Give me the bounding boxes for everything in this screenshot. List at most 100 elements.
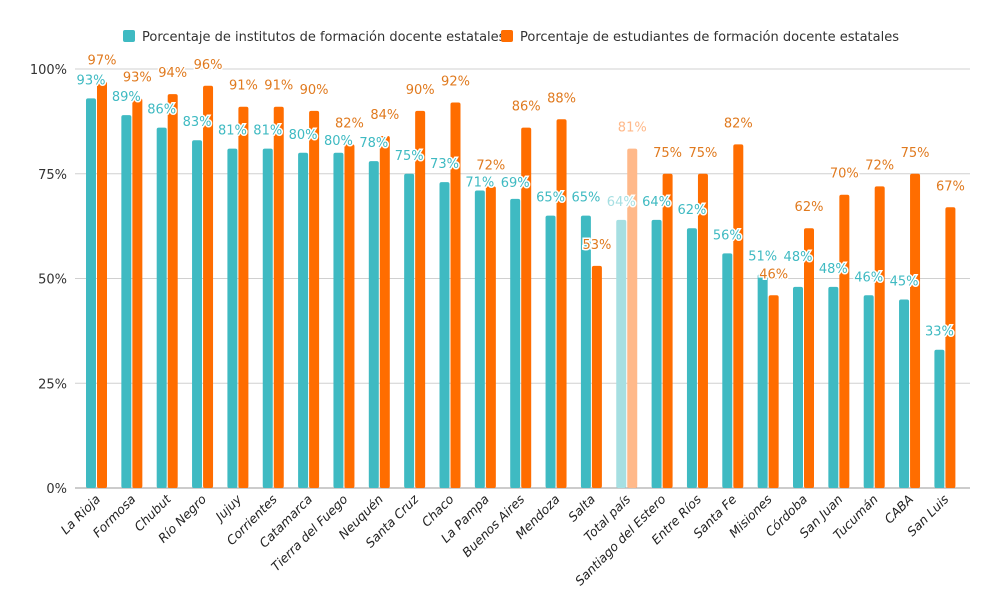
data-label-estudiantes: 90% <box>300 83 329 98</box>
data-label-institutos: 81% <box>218 124 247 139</box>
legend-label-estudiantes: Porcentaje de estudiantes de formación d… <box>520 30 899 45</box>
bar-institutos <box>686 228 697 488</box>
data-label-estudiantes: 46% <box>759 267 788 282</box>
data-label-institutos: 48% <box>784 250 813 265</box>
data-label-estudiantes: 72% <box>476 158 505 173</box>
bar-institutos <box>333 152 344 489</box>
bar-estudiantes <box>309 110 320 489</box>
data-label-institutos: 78% <box>359 136 388 151</box>
bar-institutos <box>722 253 733 488</box>
y-tick-label: 100% <box>30 63 67 78</box>
bar-estudiantes <box>556 119 567 488</box>
bar-estudiantes <box>485 186 496 488</box>
bar-institutos <box>86 98 96 488</box>
legend-swatch-estudiantes <box>501 30 513 42</box>
bar-institutos <box>545 215 556 488</box>
data-label-institutos: 48% <box>819 262 848 277</box>
data-label-estudiantes: 92% <box>441 75 470 90</box>
bar-institutos <box>828 286 839 488</box>
bar-estudiantes <box>768 295 779 488</box>
bar-institutos <box>863 295 874 488</box>
data-label-institutos: 73% <box>430 157 459 172</box>
bar-institutos <box>404 173 415 488</box>
bar-estudiantes <box>591 265 602 488</box>
data-label-estudiantes: 90% <box>406 83 435 98</box>
data-label-estudiantes: 82% <box>335 116 364 131</box>
data-label-estudiantes: 75% <box>688 146 717 161</box>
legend-label-institutos: Porcentaje de institutos de formación do… <box>142 30 506 45</box>
data-label-institutos: 80% <box>324 134 353 149</box>
bar-estudiantes <box>521 127 532 488</box>
data-label-estudiantes: 81% <box>618 121 647 136</box>
data-label-institutos: 45% <box>890 274 919 289</box>
bar-estudiantes <box>344 144 355 489</box>
bar-institutos <box>227 148 238 489</box>
data-label-estudiantes: 84% <box>370 108 399 123</box>
bar-estudiantes <box>132 98 143 488</box>
x-category-label: Salta <box>565 492 598 525</box>
data-label-estudiantes: 53% <box>582 238 611 253</box>
data-label-institutos: 46% <box>854 270 883 285</box>
y-tick-label: 75% <box>38 168 67 183</box>
data-label-estudiantes: 93% <box>123 70 152 85</box>
data-label-institutos: 56% <box>713 228 742 243</box>
bar-institutos <box>121 115 132 488</box>
bar-estudiantes <box>203 85 214 488</box>
bar-estudiantes <box>450 102 461 489</box>
legend-swatch-institutos <box>123 30 135 42</box>
data-label-institutos: 69% <box>501 176 530 191</box>
bar-institutos <box>368 161 379 488</box>
data-label-institutos: 75% <box>395 149 424 164</box>
bar-estudiantes <box>627 148 638 489</box>
data-label-estudiantes: 67% <box>936 179 965 194</box>
data-label-institutos: 62% <box>677 203 706 218</box>
data-label-institutos: 64% <box>607 195 636 210</box>
bar-estudiantes <box>804 228 814 488</box>
data-label-estudiantes: 62% <box>795 200 824 215</box>
data-label-institutos: 83% <box>183 115 212 130</box>
y-tick-label: 50% <box>38 273 67 288</box>
bar-institutos <box>651 219 662 488</box>
data-label-institutos: 86% <box>147 103 176 118</box>
bar-estudiantes <box>238 106 249 489</box>
bar-institutos <box>439 182 450 488</box>
bar-institutos <box>616 219 627 488</box>
data-label-institutos: 93% <box>77 73 106 88</box>
data-label-institutos: 89% <box>112 90 141 105</box>
data-label-estudiantes: 97% <box>88 54 117 69</box>
data-label-institutos: 51% <box>748 249 777 264</box>
bar-institutos <box>262 148 273 489</box>
data-label-institutos: 64% <box>642 195 671 210</box>
data-label-estudiantes: 91% <box>229 79 258 94</box>
bar-institutos <box>793 286 803 488</box>
bar-estudiantes <box>97 81 107 488</box>
data-label-institutos: 80% <box>289 128 318 143</box>
y-tick-label: 0% <box>46 482 67 497</box>
bar-institutos <box>298 152 309 489</box>
bar-estudiantes <box>945 207 956 488</box>
data-label-estudiantes: 70% <box>830 167 859 182</box>
bar-institutos <box>192 140 203 489</box>
data-label-institutos: 71% <box>465 176 494 191</box>
data-label-institutos: 81% <box>253 124 282 139</box>
data-label-estudiantes: 75% <box>901 146 930 161</box>
bar-estudiantes <box>379 136 390 489</box>
bar-estudiantes <box>697 173 708 488</box>
bar-estudiantes <box>662 173 673 488</box>
bar-institutos <box>580 215 591 488</box>
bar-institutos <box>510 198 521 488</box>
bar-institutos <box>934 349 945 488</box>
bar-institutos <box>899 299 910 488</box>
data-label-estudiantes: 94% <box>158 66 187 81</box>
data-label-estudiantes: 96% <box>194 58 223 73</box>
bar-estudiantes <box>273 106 284 489</box>
data-label-institutos: 65% <box>571 191 600 206</box>
data-label-estudiantes: 88% <box>547 91 576 106</box>
data-label-estudiantes: 82% <box>724 116 753 131</box>
bar-institutos <box>474 190 485 488</box>
y-tick-label: 25% <box>38 377 67 392</box>
bar-estudiantes <box>839 194 850 488</box>
data-label-estudiantes: 86% <box>512 100 541 115</box>
legend: Porcentaje de institutos de formación do… <box>123 30 899 45</box>
